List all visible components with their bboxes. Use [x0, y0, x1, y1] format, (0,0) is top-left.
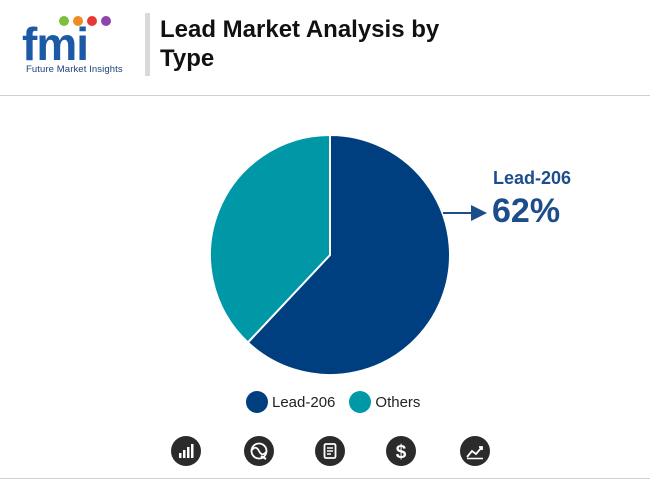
logo-wordmark: fmi [22, 18, 88, 70]
pie-chart [209, 133, 487, 376]
pie-slice-others [209, 133, 331, 344]
legend-label: Lead-206 [272, 393, 336, 411]
legend-swatch [349, 391, 372, 413]
fmi-logo: fmi [22, 16, 111, 70]
document-icon [315, 436, 345, 466]
callout-label: Lead-206 [493, 168, 572, 188]
header: fmi Future Market Insights Lead Market A… [0, 0, 650, 95]
legend: Lead-206 Others [246, 390, 434, 414]
legend-item-others: Others [349, 391, 420, 413]
logo-caption: Future Market Insights [26, 64, 123, 75]
footer-icons: $ [0, 436, 650, 470]
logo-dot-red [87, 16, 97, 26]
logo-dot-orange [73, 16, 83, 26]
logo-dot-purple [101, 16, 111, 26]
pie-slice-lead-206 [246, 133, 451, 376]
title-accent-bar [145, 13, 150, 76]
footer-divider [0, 478, 650, 479]
legend-swatch [246, 391, 268, 413]
dollar-icon: $ [386, 436, 416, 466]
logo-dot-green [59, 16, 69, 26]
callout-value: 62% [492, 192, 561, 230]
bar-chart-icon [171, 436, 201, 466]
legend-label: Others [375, 393, 421, 411]
trend-chart-icon [460, 436, 490, 466]
legend-item-lead-206: Lead-206 [246, 391, 335, 413]
header-divider [0, 95, 650, 96]
page-title: Lead Market Analysis by Type [160, 16, 440, 72]
svg-text:$: $ [396, 442, 407, 461]
globe-icon [244, 436, 274, 466]
